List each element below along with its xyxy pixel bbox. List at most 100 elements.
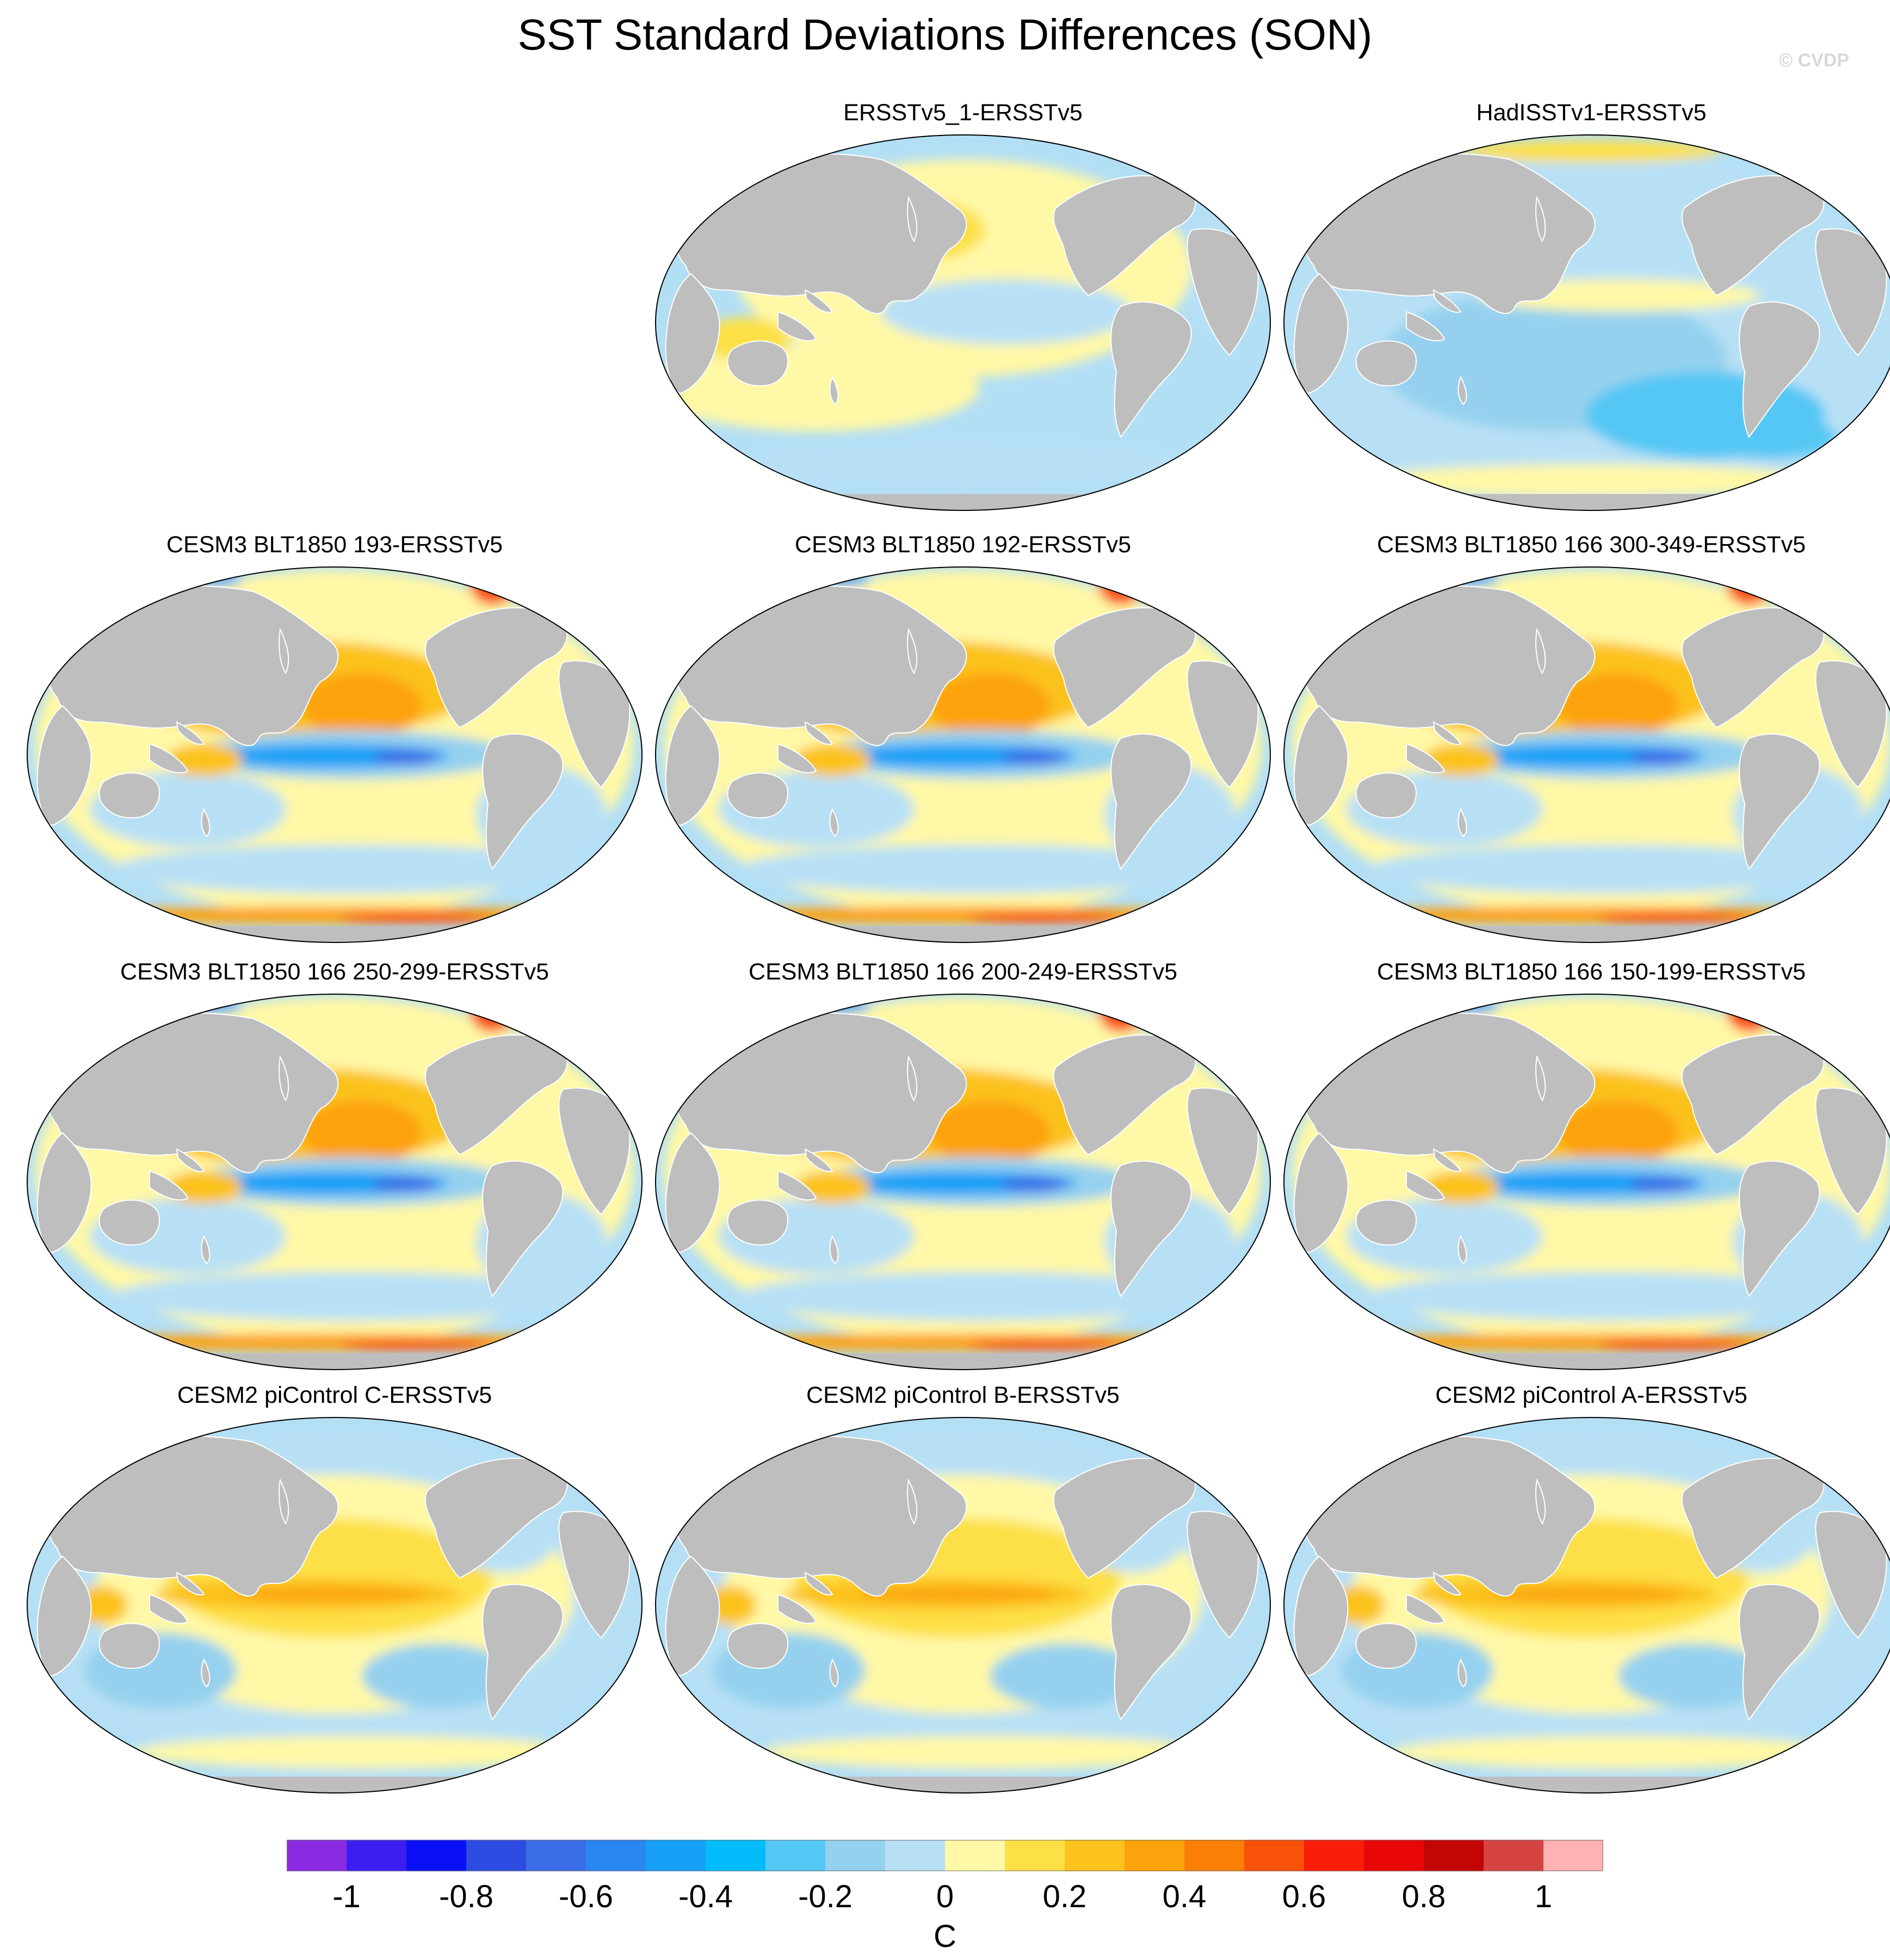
colorbar-tick: 1 <box>1534 1879 1553 1914</box>
map-outline <box>655 566 1271 943</box>
anomaly-region <box>1597 1340 1749 1351</box>
land-mass <box>1535 195 1546 242</box>
map-outline <box>27 994 643 1370</box>
anomaly-region <box>302 673 422 738</box>
anomaly-region <box>1629 750 1695 765</box>
land-mass <box>1457 1658 1467 1688</box>
anomaly-region <box>1488 1588 1684 1601</box>
land-mass <box>665 705 720 827</box>
anomaly-region <box>1178 1766 1205 1782</box>
land-mass <box>727 772 789 818</box>
colorbar-swatch <box>1125 1840 1185 1871</box>
anomaly-region <box>680 907 1246 924</box>
panel-title: CESM3 BLT1850 193-ERSSTv5 <box>166 532 503 558</box>
colorbar-swatch <box>347 1840 407 1871</box>
land-mass <box>829 1235 839 1265</box>
colorbar-tick: -0.4 <box>678 1879 733 1914</box>
map-outline <box>1283 994 1890 1370</box>
map-outline <box>655 134 1271 511</box>
anomaly-region <box>302 1100 422 1166</box>
land-mass <box>1053 1457 1196 1579</box>
land-mass <box>1739 301 1820 438</box>
anomaly-region <box>52 907 617 924</box>
land-mass <box>1457 1235 1467 1265</box>
anomaly-region <box>1806 1766 1833 1782</box>
map-outline <box>1283 1417 1890 1793</box>
sst-anomaly-map <box>27 994 643 1370</box>
map-panel: CESM3 BLT1850 166 200-249-ERSSTv5 <box>653 959 1273 1372</box>
land-mass <box>36 1132 92 1254</box>
colorbar-tick: 0.6 <box>1282 1879 1326 1914</box>
colorbar-swatch <box>1543 1840 1603 1871</box>
land-mass <box>1406 1593 1446 1624</box>
panel-title: CESM2 piControl A-ERSSTv5 <box>1435 1382 1747 1408</box>
land-mass <box>1293 705 1349 827</box>
anomaly-region <box>1559 673 1678 738</box>
land-mass <box>36 1555 92 1677</box>
sst-anomaly-map <box>1283 134 1890 511</box>
land-mass <box>1457 808 1467 837</box>
colorbar-swatch <box>825 1840 886 1871</box>
panel-title: CESM3 BLT1850 166 300-349-ERSSTv5 <box>1377 532 1806 558</box>
anomaly-region <box>930 673 1050 738</box>
panel-title: CESM3 BLT1850 192-ERSSTv5 <box>794 532 1132 558</box>
land-mass <box>1110 301 1192 438</box>
colorbar-swatch <box>1424 1840 1484 1871</box>
land-mass <box>777 1593 817 1624</box>
colorbar-swatch <box>526 1840 586 1871</box>
colorbar-swatch <box>1484 1840 1544 1871</box>
anomaly-region <box>1368 845 1847 893</box>
anomaly-region <box>968 913 1121 923</box>
anomaly-region <box>133 1736 590 1768</box>
land-mass <box>1432 1148 1462 1172</box>
land-mass <box>482 1161 564 1297</box>
map-outline <box>655 1417 1271 1793</box>
map-panel: ERSSTv5_1-ERSSTv5 <box>653 100 1273 513</box>
land-mass <box>829 375 839 405</box>
anomaly-region <box>740 1272 1219 1321</box>
land-mass <box>1355 1199 1417 1246</box>
land-mass <box>176 1571 205 1595</box>
anomaly-region <box>1368 1272 1847 1321</box>
colorbar-swatch <box>646 1840 706 1871</box>
anomaly-region <box>1619 1643 1771 1709</box>
land-mass <box>36 705 92 827</box>
anomaly-region <box>112 845 590 893</box>
land-mass <box>804 289 833 313</box>
colorbar-swatch <box>466 1840 527 1871</box>
sst-anomaly-map <box>655 994 1271 1370</box>
colorbar-tick: 0.8 <box>1401 1879 1446 1914</box>
land-mass <box>1681 1457 1825 1579</box>
panel-title: ERSSTv5_1-ERSSTv5 <box>843 100 1083 126</box>
colorbar-swatch <box>1244 1840 1305 1871</box>
land-mass <box>201 1235 211 1265</box>
land-mass <box>1188 1022 1242 1062</box>
land-mass <box>804 1571 833 1595</box>
colorbar-frame <box>287 1840 1603 1871</box>
land-mass <box>279 1478 289 1525</box>
land-mass <box>1355 772 1417 818</box>
land-mass <box>98 1199 160 1246</box>
anomaly-region <box>1706 415 1836 459</box>
colorbar-swatch <box>586 1840 646 1871</box>
land-mass <box>907 1478 918 1525</box>
land-mass <box>1188 595 1242 635</box>
colorbar-tick: 0.4 <box>1162 1879 1207 1914</box>
land-mass <box>279 627 289 674</box>
land-mass <box>149 743 189 774</box>
map-outline <box>27 566 643 943</box>
anomaly-region <box>549 1766 577 1782</box>
land-mass <box>424 1457 568 1579</box>
anomaly-region <box>990 1643 1142 1709</box>
anomaly-region <box>1001 1177 1066 1192</box>
anomaly-region <box>1308 907 1874 924</box>
land-mass <box>665 273 720 395</box>
land-mass <box>1406 311 1446 342</box>
anomaly-region <box>968 1340 1121 1351</box>
anomaly-region <box>1559 1100 1678 1166</box>
map-outline <box>27 1417 643 1793</box>
land-mass <box>1053 607 1196 729</box>
sst-anomaly-map <box>1283 566 1890 943</box>
land-mass <box>560 595 613 635</box>
land-mass <box>1110 1161 1192 1297</box>
